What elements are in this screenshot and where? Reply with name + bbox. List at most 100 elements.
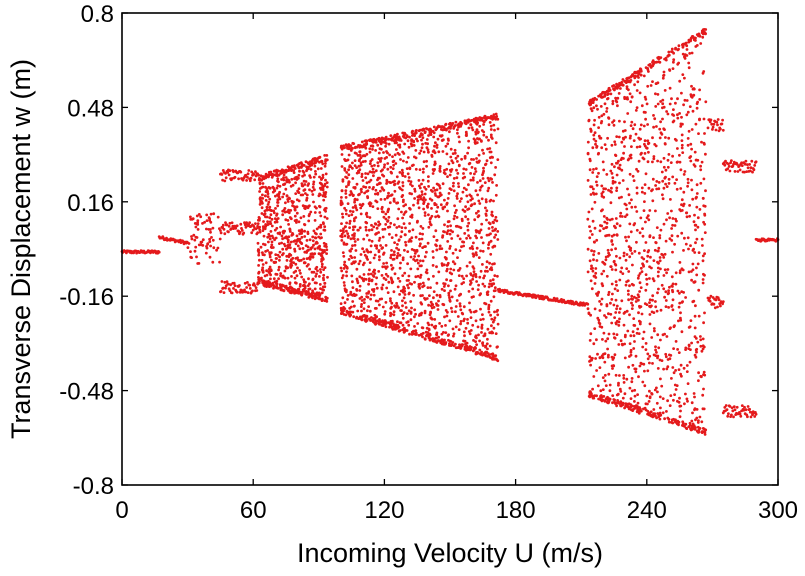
data-point [593,200,597,204]
data-point [285,179,288,182]
data-point [649,84,653,87]
data-point [595,180,598,184]
data-point [348,165,351,169]
data-point [435,293,439,297]
data-point [449,340,453,343]
data-point [679,187,683,190]
data-point [490,284,494,288]
data-point [434,128,438,132]
data-point [712,302,716,306]
data-point [602,395,606,398]
data-point [227,282,230,286]
data-point [393,189,397,193]
data-point [428,127,432,131]
data-point [409,318,413,322]
data-point [314,267,318,271]
data-point [266,235,270,239]
data-point [628,313,631,317]
data-point [268,255,272,259]
data-point [325,252,328,256]
data-point [312,200,315,204]
data-point [490,266,493,269]
data-point [226,171,230,174]
data-point [400,210,403,214]
data-point [489,161,493,165]
data-point [266,195,270,199]
data-point [610,143,614,147]
data-point [435,248,439,252]
data-point [474,189,478,193]
data-point [659,100,662,103]
data-point [474,130,478,134]
data-point [592,240,596,244]
data-point [157,250,161,254]
data-point [247,169,251,172]
data-point [351,286,355,289]
data-point [440,134,444,137]
data-point [316,159,319,163]
data-point [670,97,673,101]
data-point [390,279,394,283]
data-point [640,190,644,194]
data-point [649,66,653,69]
data-point [264,198,268,202]
data-point [262,213,266,217]
data-point [478,339,481,343]
data-point [312,175,316,179]
data-point [668,86,672,90]
data-point [374,192,377,196]
data-point [615,222,619,226]
data-point [648,209,652,212]
data-point [294,192,298,196]
data-point [299,193,303,197]
data-point [211,226,215,230]
data-point [494,141,498,145]
data-point [623,335,627,339]
data-point [266,220,269,224]
data-point [368,170,372,174]
data-point [461,240,464,244]
data-point [313,205,317,209]
data-point [220,280,224,283]
data-point [353,225,357,229]
data-point [427,150,430,154]
data-point [472,270,476,273]
data-point [493,236,496,239]
data-point [466,224,469,228]
data-point [320,298,323,301]
data-point [355,198,359,202]
data-point [672,398,675,402]
data-point [304,160,308,164]
data-point [318,211,322,214]
data-point [280,178,283,181]
data-point [701,254,705,258]
data-point [393,304,396,308]
data-point [291,233,295,236]
data-point [290,199,294,203]
data-point [418,232,422,236]
data-point [682,173,686,176]
data-point [301,174,304,178]
data-point [607,312,610,316]
data-point [647,413,651,417]
data-point [418,135,422,139]
data-point [269,222,273,226]
data-point [457,274,461,277]
data-point [494,193,498,197]
data-point [345,171,349,174]
data-point [629,100,633,104]
data-point [278,232,282,236]
data-point [282,252,285,255]
data-point [364,212,368,216]
data-point [317,252,321,256]
data-point [446,261,450,265]
data-point [425,268,429,272]
data-point [616,399,619,402]
data-point [267,232,271,236]
data-point [482,276,485,280]
data-point [365,215,369,219]
data-point [385,182,388,185]
data-point [678,208,682,211]
data-point [195,236,199,239]
